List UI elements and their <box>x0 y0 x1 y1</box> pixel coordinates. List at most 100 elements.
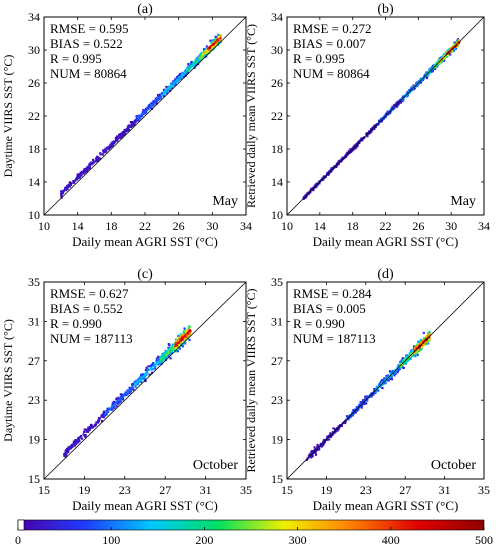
data-point <box>386 379 389 382</box>
data-point <box>334 430 337 433</box>
data-point <box>360 402 363 405</box>
data-point <box>215 43 218 46</box>
panel-label: (b) <box>377 2 394 17</box>
data-point <box>73 444 76 447</box>
data-point <box>409 357 412 360</box>
data-point <box>165 85 168 89</box>
data-point <box>337 427 340 430</box>
data-point <box>88 428 91 432</box>
data-point <box>97 159 100 162</box>
data-point <box>414 348 417 351</box>
data-point <box>132 383 135 386</box>
month-label: October <box>193 458 238 473</box>
panel-d: 15 19 23 27 31 35 15 19 23 27 31 35 (d) Daily mean AG… <box>244 267 490 513</box>
data-point <box>197 60 200 63</box>
data-point <box>128 391 131 394</box>
data-point <box>410 349 413 352</box>
data-point <box>416 351 419 354</box>
data-point <box>129 389 132 392</box>
data-point <box>188 334 191 337</box>
data-point <box>405 360 408 364</box>
data-point <box>378 383 381 386</box>
data-point <box>353 144 357 147</box>
y-tick-label: 30 <box>271 43 283 57</box>
data-point <box>165 90 168 93</box>
data-point <box>198 56 201 59</box>
data-point <box>311 186 315 190</box>
data-point <box>81 171 84 174</box>
data-point <box>61 191 64 194</box>
data-point <box>214 35 217 38</box>
data-point <box>95 421 98 424</box>
data-point <box>96 421 99 424</box>
y-tick-label: 31 <box>271 314 283 328</box>
data-point <box>151 365 154 368</box>
data-point <box>419 81 423 84</box>
data-point <box>116 135 119 138</box>
y-tick-label: 22 <box>28 109 40 123</box>
data-point <box>212 41 215 44</box>
month-label: October <box>431 458 476 473</box>
x-tick-label: 10 <box>38 219 50 233</box>
data-point <box>376 389 379 392</box>
data-point <box>418 343 422 346</box>
data-point <box>90 424 93 427</box>
panel-label: (d) <box>377 267 394 282</box>
data-point <box>64 452 67 455</box>
data-point <box>136 379 139 382</box>
data-point <box>137 380 140 383</box>
colorbar-tick-label: 300 <box>289 533 307 547</box>
y-tick-label: 35 <box>28 275 40 289</box>
data-point <box>428 330 431 333</box>
data-point <box>137 117 140 120</box>
data-point <box>122 131 125 135</box>
data-point <box>211 43 214 46</box>
x-tick-label: 22 <box>380 219 392 233</box>
data-point <box>322 443 325 446</box>
data-point <box>159 96 162 99</box>
data-point <box>142 110 146 113</box>
data-point <box>382 117 385 120</box>
colorbar-tick-label: 500 <box>475 533 493 547</box>
x-tick-label: 27 <box>159 483 171 497</box>
data-point <box>164 357 167 360</box>
y-tick-label: 26 <box>271 76 283 90</box>
data-point <box>368 131 371 135</box>
data-point <box>76 176 79 179</box>
data-point <box>110 142 113 145</box>
data-point <box>403 362 406 365</box>
data-point <box>108 147 111 150</box>
data-point <box>354 411 357 414</box>
data-point <box>401 97 404 100</box>
data-point <box>83 428 86 431</box>
data-point <box>120 393 123 396</box>
data-point <box>158 97 162 100</box>
data-point <box>404 357 407 360</box>
data-point <box>68 181 72 184</box>
data-point <box>131 121 134 124</box>
data-point <box>205 45 208 48</box>
stat-line: RMSE = 0.272 <box>293 21 371 36</box>
y-tick-label: 22 <box>271 109 283 123</box>
data-point <box>186 71 189 74</box>
data-point <box>130 124 133 127</box>
data-point <box>370 395 373 398</box>
data-point <box>167 89 170 92</box>
data-point <box>152 100 155 103</box>
stat-line: NUM = 80864 <box>50 66 127 81</box>
data-point <box>380 380 383 383</box>
data-point <box>90 425 94 428</box>
data-point <box>363 398 367 401</box>
x-tick-label: 19 <box>78 483 90 497</box>
data-point <box>409 356 412 359</box>
data-point <box>420 341 423 344</box>
data-point <box>121 134 124 137</box>
data-point <box>104 413 107 416</box>
data-point <box>141 111 144 114</box>
panel-a: 10 14 18 22 26 30 34 10 14 18 22 26 30 34 (a) Daily mea… <box>1 2 252 249</box>
data-point <box>344 420 347 423</box>
data-point <box>89 162 93 165</box>
data-point <box>118 398 121 401</box>
data-point <box>135 380 138 383</box>
x-tick-label: 30 <box>445 219 457 233</box>
